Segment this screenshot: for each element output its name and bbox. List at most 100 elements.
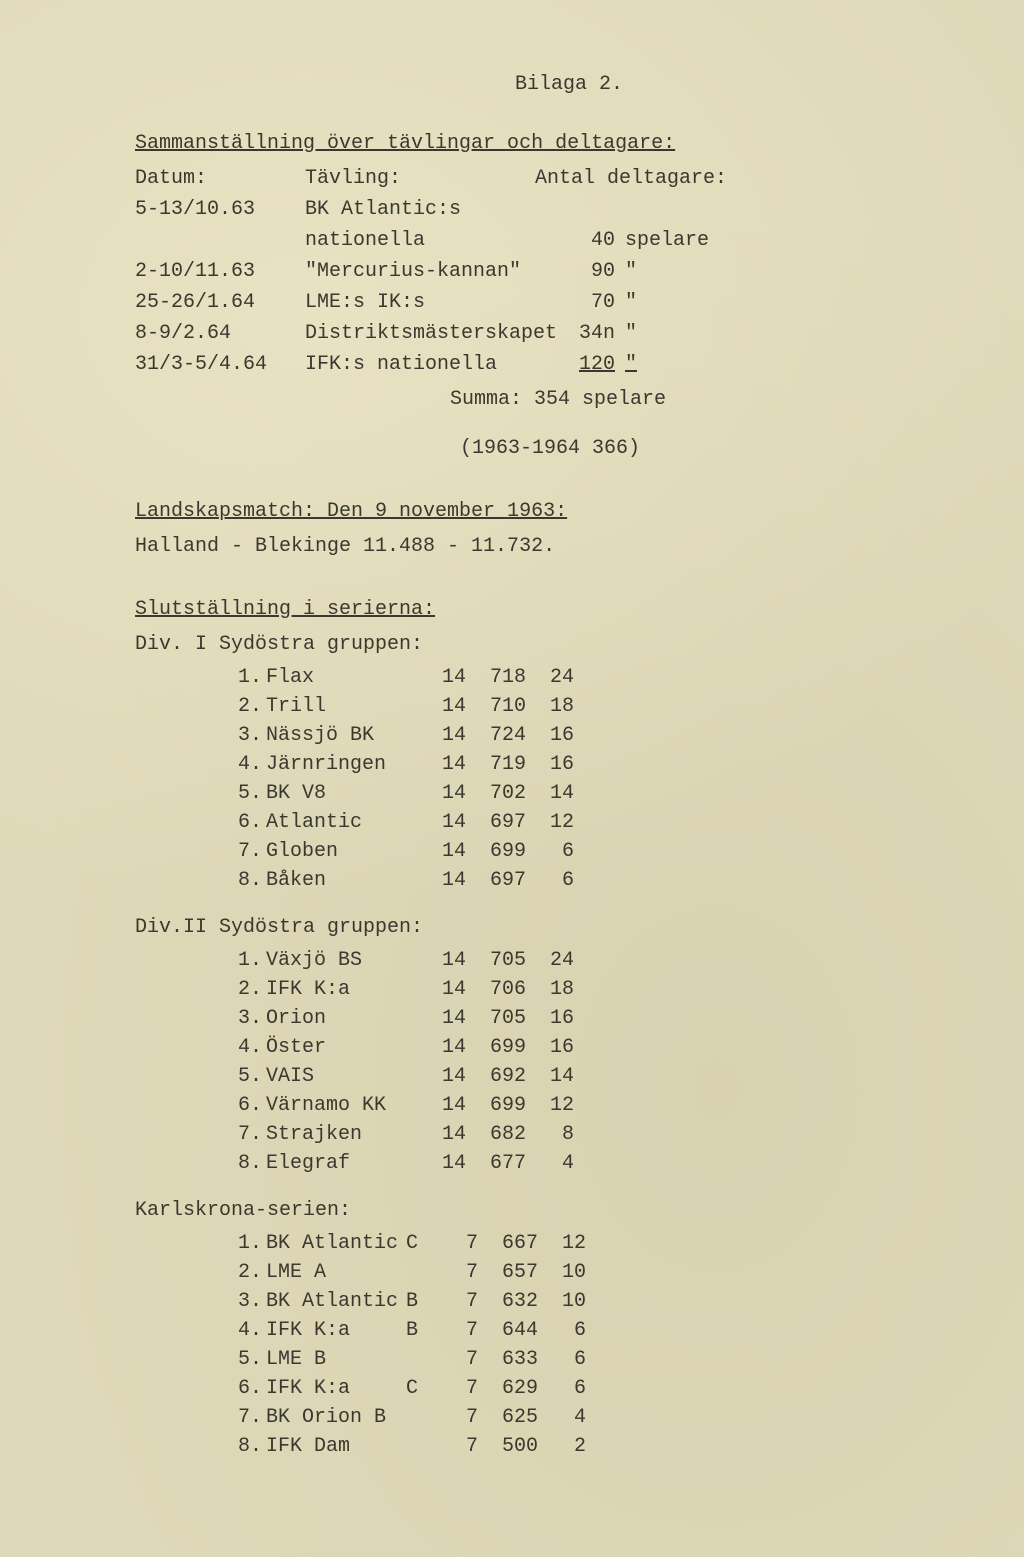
- rank: 2.: [230, 975, 266, 1004]
- table-row: 4.Järnringen1471916: [230, 750, 924, 779]
- games: 7: [436, 1345, 478, 1374]
- rank: 6.: [230, 808, 266, 837]
- table-row: 5.LME B76336: [230, 1345, 924, 1374]
- score: 710: [466, 692, 526, 721]
- team: BK V8: [266, 779, 424, 808]
- team: IFK K:a: [266, 1374, 406, 1403]
- competition-unit: ": [625, 257, 725, 286]
- competition-unit: ": [625, 350, 725, 379]
- table-row: 7.BK Orion B76254: [230, 1403, 924, 1432]
- team: Elegraf: [266, 1149, 424, 1178]
- team: BK Atlantic: [266, 1229, 406, 1258]
- team-suffix: C: [406, 1374, 436, 1403]
- team-suffix: B: [406, 1287, 436, 1316]
- competition-date: 8-9/2.64: [135, 319, 305, 348]
- team: Järnringen: [266, 750, 424, 779]
- competition-event: IFK:s nationella: [305, 350, 555, 379]
- team-suffix: C: [406, 1229, 436, 1258]
- competition-event: nationella: [305, 226, 555, 255]
- games: 7: [436, 1432, 478, 1461]
- table-row: 3.Nässjö BK1472416: [230, 721, 924, 750]
- games: 7: [436, 1258, 478, 1287]
- score: 718: [466, 663, 526, 692]
- rank: 8.: [230, 866, 266, 895]
- table-row: 1.BK AtlanticC766712: [230, 1229, 924, 1258]
- team: IFK K:a: [266, 1316, 406, 1345]
- competition-event: LME:s IK:s: [305, 288, 555, 317]
- competition-count: 40: [555, 226, 625, 255]
- games: 14: [424, 1033, 466, 1062]
- score: 697: [466, 866, 526, 895]
- sum-row: Summa: 354 spelare: [450, 385, 924, 414]
- team: Nässjö BK: [266, 721, 424, 750]
- points: 18: [526, 975, 574, 1004]
- points: 16: [526, 1004, 574, 1033]
- team: Orion: [266, 1004, 424, 1033]
- games: 14: [424, 837, 466, 866]
- games: 14: [424, 975, 466, 1004]
- games: 14: [424, 1120, 466, 1149]
- score: 706: [466, 975, 526, 1004]
- standings-title: Slutställning i serierna:: [135, 595, 924, 624]
- rank: 8.: [230, 1432, 266, 1461]
- group-title: Karlskrona-serien:: [135, 1196, 924, 1225]
- rank: 3.: [230, 1004, 266, 1033]
- table-row: 4.IFK K:aB76446: [230, 1316, 924, 1345]
- table-row: 6.Atlantic1469712: [230, 808, 924, 837]
- rank: 1.: [230, 1229, 266, 1258]
- games: 14: [424, 866, 466, 895]
- team: LME B: [266, 1345, 406, 1374]
- games: 14: [424, 1149, 466, 1178]
- table-row: 1.Växjö BS1470524: [230, 946, 924, 975]
- score: 699: [466, 1033, 526, 1062]
- rank: 4.: [230, 750, 266, 779]
- points: 6: [538, 1374, 586, 1403]
- team: BK Atlantic: [266, 1287, 406, 1316]
- points: 24: [526, 663, 574, 692]
- competition-date: 5-13/10.63: [135, 195, 305, 224]
- competitions-header-row: Datum: Tävling: Antal deltagare:: [135, 164, 924, 193]
- table-row: 8.Elegraf146774: [230, 1149, 924, 1178]
- rank: 5.: [230, 1345, 266, 1374]
- games: 14: [424, 692, 466, 721]
- score: 500: [478, 1432, 538, 1461]
- team: Strajken: [266, 1120, 424, 1149]
- rank: 3.: [230, 1287, 266, 1316]
- competition-event: BK Atlantic:s: [305, 195, 555, 224]
- rank: 4.: [230, 1033, 266, 1062]
- points: 24: [526, 946, 574, 975]
- landmatch-title: Landskapsmatch: Den 9 november 1963:: [135, 500, 567, 523]
- score: 629: [478, 1374, 538, 1403]
- score: 682: [466, 1120, 526, 1149]
- competitions-title: Sammanställning över tävlingar och delta…: [135, 129, 924, 158]
- group-title: Div. I Sydöstra gruppen:: [135, 630, 924, 659]
- score: 699: [466, 837, 526, 866]
- score: 677: [466, 1149, 526, 1178]
- col-participants: Antal deltagare:: [535, 164, 924, 193]
- table-row: 8.Båken146976: [230, 866, 924, 895]
- competition-unit: ": [625, 319, 725, 348]
- games: 14: [424, 779, 466, 808]
- points: 16: [526, 1033, 574, 1062]
- games: 7: [436, 1316, 478, 1345]
- table-row: 2.IFK K:a1470618: [230, 975, 924, 1004]
- rank: 5.: [230, 779, 266, 808]
- points: 12: [538, 1229, 586, 1258]
- team: Flax: [266, 663, 424, 692]
- points: 12: [526, 808, 574, 837]
- rank: 5.: [230, 1062, 266, 1091]
- points: 2: [538, 1432, 586, 1461]
- rank: 2.: [230, 692, 266, 721]
- competition-date: 31/3-5/4.64: [135, 350, 305, 379]
- table-row: 4.Öster1469916: [230, 1033, 924, 1062]
- rank: 6.: [230, 1091, 266, 1120]
- points: 4: [538, 1403, 586, 1432]
- team: IFK Dam: [266, 1432, 406, 1461]
- rank: 7.: [230, 837, 266, 866]
- points: 4: [526, 1149, 574, 1178]
- table-row: 8.IFK Dam 75002: [230, 1432, 924, 1461]
- competition-count: 90: [555, 257, 625, 286]
- competition-count: 70: [555, 288, 625, 317]
- points: 6: [538, 1316, 586, 1345]
- games: 14: [424, 750, 466, 779]
